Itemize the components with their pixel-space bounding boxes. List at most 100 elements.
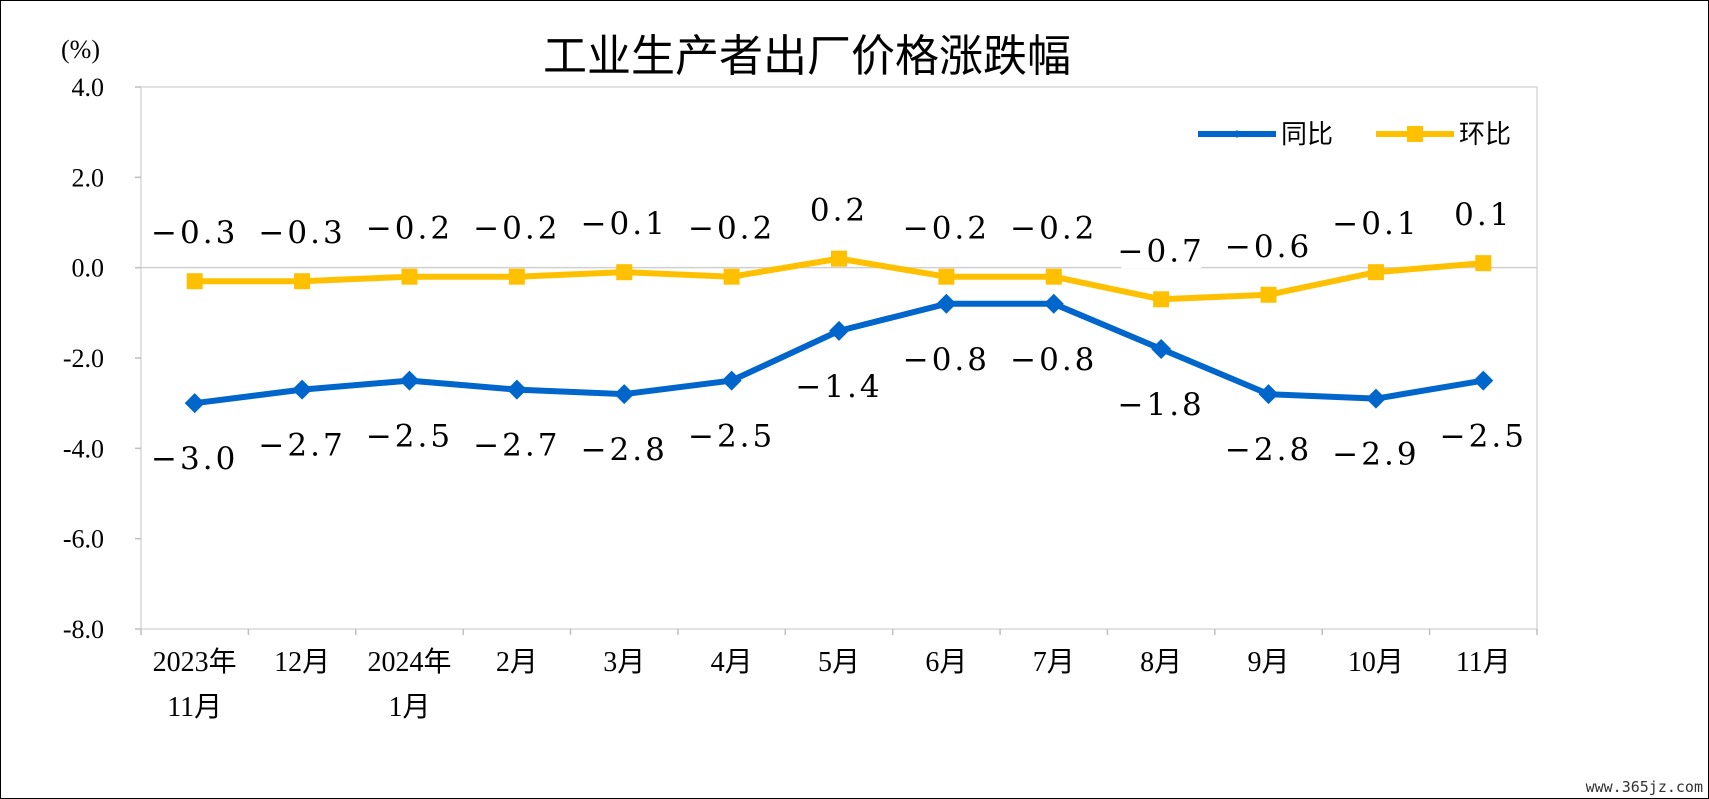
data-label-bg <box>584 205 665 242</box>
data-label-环比: −0.1 <box>1332 206 1419 242</box>
data-label-bg <box>1013 340 1094 377</box>
data-label-环比: −0.2 <box>1010 211 1097 247</box>
data-point-环比 <box>1045 268 1062 285</box>
data-point-环比 <box>1153 291 1170 308</box>
data-point-同比 <box>614 384 635 405</box>
data-label-同比: −3.0 <box>151 441 238 477</box>
data-label-bg <box>1335 205 1416 242</box>
data-label-bg <box>369 417 450 454</box>
data-label-同比: −2.9 <box>1332 437 1419 473</box>
data-label-bg <box>154 440 235 477</box>
data-point-同比 <box>1473 370 1494 391</box>
data-label-bg <box>369 209 450 246</box>
x-tick-label: 10月 <box>1348 647 1404 678</box>
data-point-环比 <box>616 264 633 281</box>
data-label-同比: −2.7 <box>473 428 560 464</box>
data-label-环比: −0.3 <box>151 215 238 251</box>
series-layer <box>184 250 1494 414</box>
y-tick-label: 2.0 <box>72 163 105 192</box>
data-point-同比 <box>292 379 313 400</box>
data-point-同比 <box>936 293 957 314</box>
data-label-bg <box>262 426 343 463</box>
x-tick-label: 4月 <box>711 647 753 678</box>
data-label-同比: −2.5 <box>1440 419 1527 455</box>
data-label-同比: −2.7 <box>258 428 345 464</box>
x-tick-label: 12月 <box>274 647 330 678</box>
y-tick-label: 0.0 <box>72 254 105 283</box>
x-tick-label: 11月 <box>167 692 222 723</box>
x-tick-label: 2023年 <box>153 646 237 678</box>
data-label-bg <box>1228 227 1309 264</box>
data-label-同比: −0.8 <box>903 342 990 378</box>
data-label-环比: 0.2 <box>810 193 868 229</box>
data-label-bg <box>799 191 879 228</box>
data-point-环比 <box>831 250 847 267</box>
legend-label-同比: 同比 <box>1281 120 1333 150</box>
data-label-同比: −0.8 <box>1010 342 1097 378</box>
x-tick-label: 11月 <box>1456 647 1511 678</box>
x-tick-label: 7月 <box>1033 647 1075 678</box>
data-label-bg <box>1443 196 1524 233</box>
watermark: www.365jz.com <box>1586 778 1703 796</box>
data-label-bg <box>476 209 557 246</box>
data-label-环比: −0.2 <box>473 211 560 247</box>
data-point-同比 <box>1043 293 1064 314</box>
legend-marker-环比 <box>1407 126 1423 142</box>
legend-marker-同比 <box>1233 130 1241 138</box>
data-label-环比: 0.1 <box>1454 197 1512 233</box>
x-tick-label: 9月 <box>1248 647 1290 678</box>
data-point-环比 <box>723 268 740 285</box>
data-labels: −3.0 −2.7 −2.5 −2.7 −2.8 −2.5 −1.4 −0.8 −0.8 −1.8… <box>151 191 1527 477</box>
y-tick-label: -4.0 <box>63 434 104 463</box>
data-point-环比 <box>401 268 418 285</box>
x-tick-label: 2月 <box>496 647 538 678</box>
data-label-环比: −0.3 <box>258 215 345 251</box>
data-label-同比: −2.5 <box>688 419 775 455</box>
legend-label-环比: 环比 <box>1459 120 1511 150</box>
data-label-bg <box>154 214 235 251</box>
data-label-环比: −0.7 <box>1118 233 1205 269</box>
x-tick-label: 5月 <box>818 647 860 678</box>
data-label-bg <box>1121 232 1202 269</box>
y-unit-label: (%) <box>61 35 100 64</box>
data-point-同比 <box>399 370 420 391</box>
data-label-环比: −0.1 <box>581 206 668 242</box>
data-label-bg <box>584 431 665 468</box>
data-label-bg <box>476 426 557 463</box>
data-label-同比: −2.8 <box>1225 432 1312 468</box>
data-label-bg <box>691 209 772 246</box>
data-label-bg <box>906 340 987 377</box>
data-label-bg <box>1443 417 1524 454</box>
data-point-环比 <box>508 268 525 285</box>
data-label-同比: −1.8 <box>1118 387 1205 423</box>
data-point-环比 <box>1367 264 1384 281</box>
x-tick-label: 1月 <box>388 692 430 723</box>
plot-area <box>140 86 1538 630</box>
data-label-bg <box>1335 435 1416 472</box>
data-label-bg <box>906 209 987 246</box>
data-label-bg <box>691 417 772 454</box>
data-label-bg <box>1228 431 1309 468</box>
legend: 同比 环比 <box>1198 120 1511 150</box>
data-label-环比: −0.2 <box>688 211 775 247</box>
data-label-同比: −2.8 <box>581 432 668 468</box>
data-point-同比 <box>184 393 205 414</box>
x-tick-label: 3月 <box>603 647 645 678</box>
y-axis: 4.0 2.0 0.0 -2.0 -4.0 -6.0 -8.0 <box>63 73 1537 644</box>
data-point-同比 <box>1365 388 1386 409</box>
data-point-同比 <box>829 320 849 341</box>
x-tick-label: 2024年 <box>367 646 451 678</box>
data-label-bg <box>262 214 343 251</box>
data-label-同比: −2.5 <box>366 419 453 455</box>
data-point-环比 <box>1475 255 1492 272</box>
y-tick-label: -2.0 <box>63 344 104 373</box>
data-point-同比 <box>721 370 742 391</box>
x-tick-label: 6月 <box>925 647 967 678</box>
data-point-环比 <box>186 273 203 290</box>
data-label-bg <box>1121 385 1202 422</box>
data-label-bg <box>799 367 879 404</box>
data-point-环比 <box>294 273 311 290</box>
y-tick-label: -8.0 <box>63 615 104 644</box>
